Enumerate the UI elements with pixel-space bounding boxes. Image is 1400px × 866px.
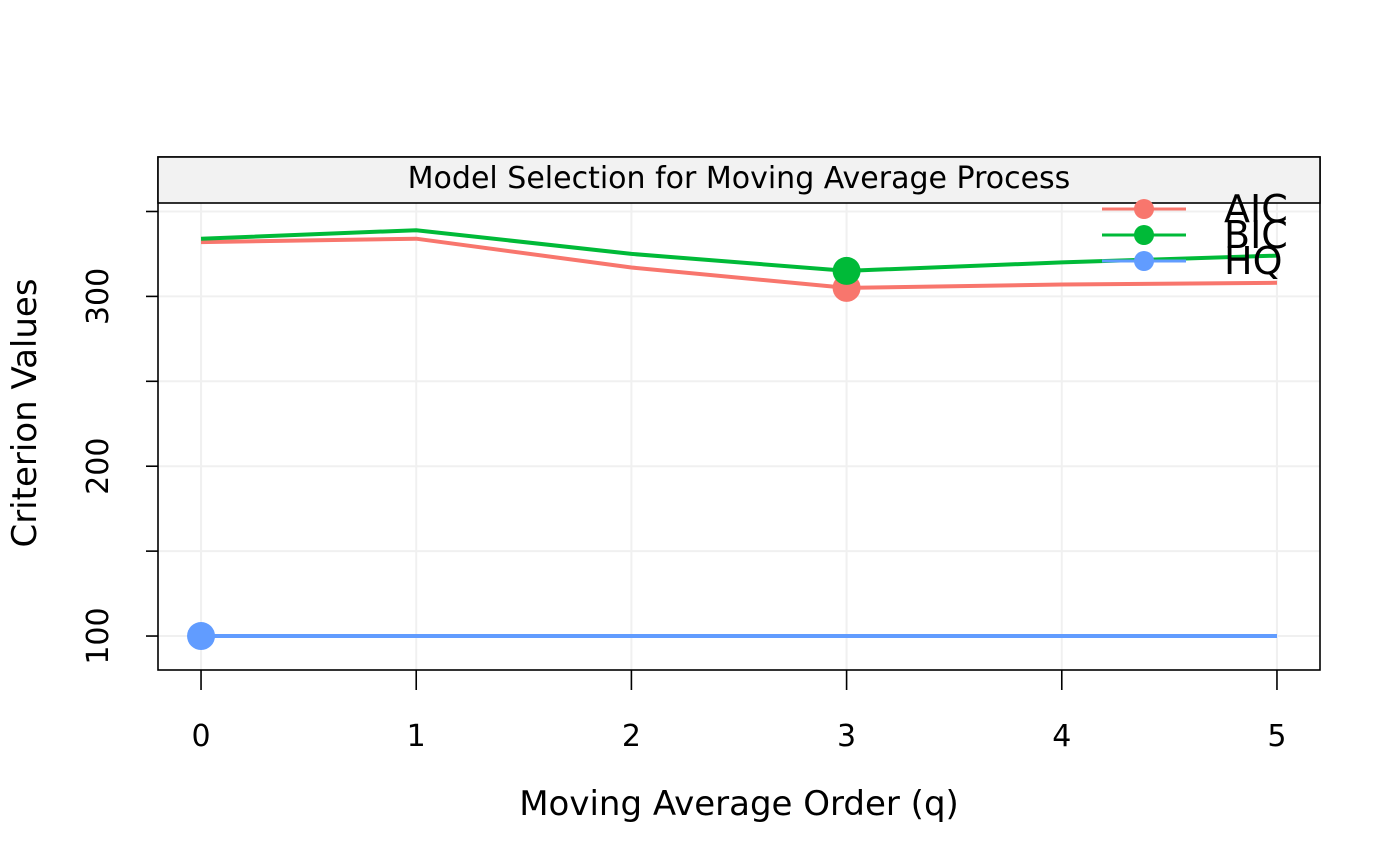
y-tick-label: 100 <box>81 607 116 664</box>
y-axis: 100 200 300 <box>81 210 158 665</box>
grid <box>158 203 1320 670</box>
legend-marker-aic <box>1134 199 1154 219</box>
series-line-bic <box>200 228 1278 273</box>
x-tick-label: 1 <box>407 719 426 754</box>
x-axis: 0 1 2 3 4 5 <box>191 670 1287 754</box>
y-tick-label: 200 <box>81 438 116 495</box>
y-tick-label: 300 <box>81 268 116 325</box>
title-strip <box>157 156 1321 204</box>
series-points <box>187 256 861 651</box>
x-tick-label: 5 <box>1267 719 1286 754</box>
legend-marker-bic <box>1134 225 1154 245</box>
legend-marker-hq <box>1134 251 1154 271</box>
x-tick-label: 4 <box>1052 719 1071 754</box>
x-tick-label: 3 <box>837 719 856 754</box>
x-axis-label: Moving Average Order (q) <box>519 784 959 824</box>
legend-label-hq: HQ <box>1224 239 1282 283</box>
x-tick-label: 2 <box>622 719 641 754</box>
y-axis-label: Criterion Values <box>5 278 45 547</box>
series-lines <box>200 228 1278 638</box>
min-point-hq <box>187 622 216 651</box>
legend-label-bic: BIC <box>1224 213 1288 257</box>
series-line-aic <box>200 236 1278 290</box>
min-point-bic <box>832 256 861 285</box>
chart-title: Model Selection for Moving Average Proce… <box>408 161 1071 196</box>
x-tick-label: 0 <box>191 719 210 754</box>
legend-label-aic: AIC <box>1224 187 1288 231</box>
